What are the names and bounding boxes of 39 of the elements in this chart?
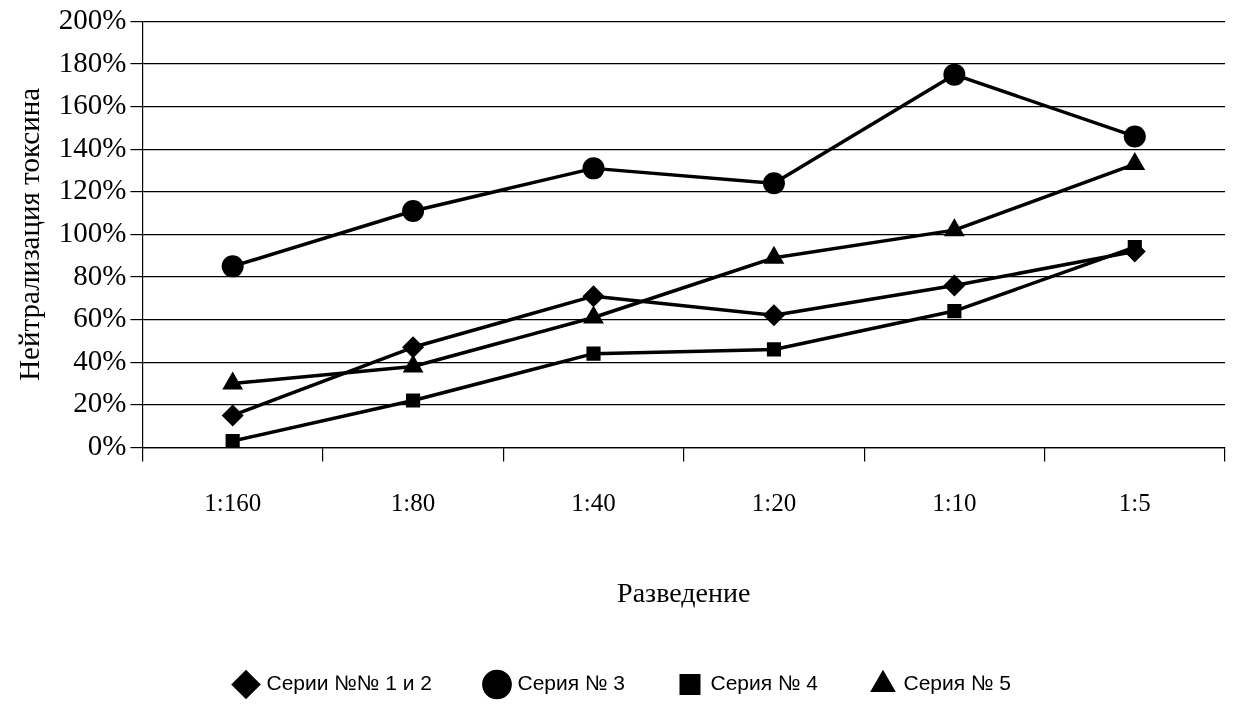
legend-label: Серия № 4 [710, 671, 819, 695]
y-tick-label: 40% [73, 343, 127, 376]
point [221, 404, 244, 427]
y-tick-label: 120% [58, 173, 127, 206]
y-tick-label: 60% [73, 301, 127, 334]
legend-label: Серия № 3 [517, 671, 625, 695]
x-tick-label: 1:80 [390, 488, 436, 516]
point [586, 346, 601, 361]
point [582, 285, 605, 308]
point [762, 304, 785, 327]
point [406, 393, 421, 408]
x-tick-label: 1:40 [571, 488, 616, 516]
point [221, 255, 244, 278]
x-tick-label: 1:5 [1118, 488, 1151, 516]
y-tick-label: 20% [73, 386, 127, 419]
y-tick-label: 80% [73, 258, 127, 291]
legend-label: Серии №№ 1 и 2 [266, 671, 432, 695]
point [402, 336, 425, 359]
y-tick-label: 160% [58, 88, 127, 121]
point [947, 304, 962, 319]
point [943, 274, 966, 297]
y-tick-label: 0% [87, 429, 127, 462]
y-tick-label: 180% [58, 45, 127, 78]
point [762, 172, 785, 195]
y-axis-title: Нейтрализация токсина [13, 87, 46, 381]
point [1123, 125, 1146, 148]
x-tick-label: 1:20 [751, 488, 797, 516]
point [582, 157, 605, 180]
x-axis-title: Разведение [617, 576, 751, 608]
legend-label: Серия № 5 [903, 671, 1011, 695]
point [943, 63, 966, 86]
point [402, 199, 425, 222]
point [225, 433, 240, 448]
point [766, 342, 782, 357]
y-tick-label: 100% [58, 216, 127, 249]
y-tick-label: 200% [58, 3, 127, 36]
x-tick-label: 1:10 [932, 488, 977, 516]
y-tick-label: 140% [58, 130, 127, 163]
x-tick-label: 1:160 [204, 488, 262, 516]
